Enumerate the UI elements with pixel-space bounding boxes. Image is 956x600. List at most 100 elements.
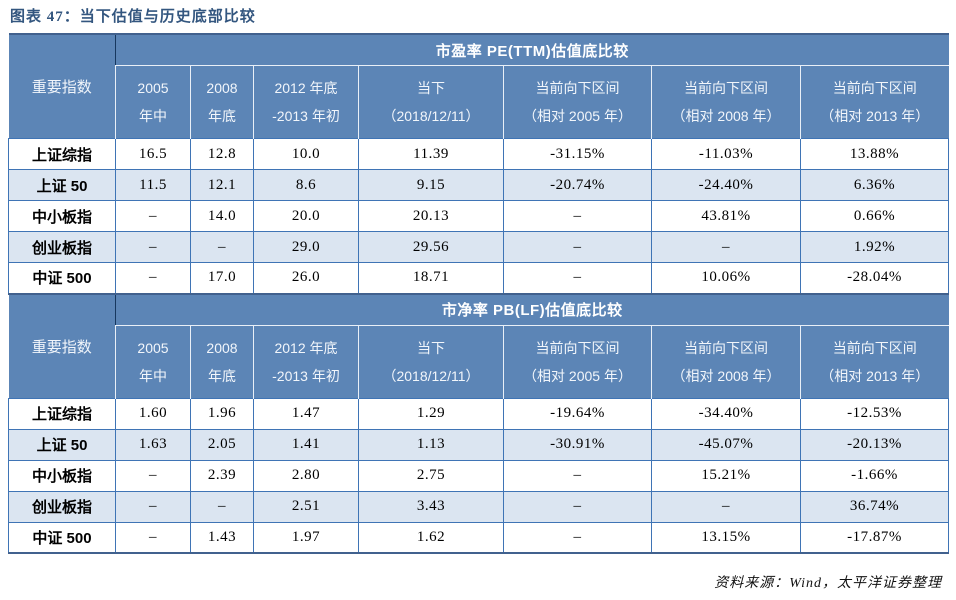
column-header-current: 当下 （2018/12/11）	[358, 65, 504, 139]
column-header-2005: 2005 年中	[115, 65, 191, 139]
row-label: 创业板指	[8, 231, 116, 263]
cell-downside-2013: 36.74%	[799, 490, 950, 523]
cell-2005: –	[115, 200, 191, 232]
pb-section: 重要指数 市净率 PB(LF)估值底比较 2005 年中 2008 年底 2012 …	[8, 292, 950, 554]
cell-2005: 1.60	[115, 397, 191, 430]
cell-2008: 12.8	[190, 138, 254, 170]
table-row: 中小板指 – 2.39 2.80 2.75 – 15.21% -1.66%	[8, 459, 950, 492]
row-label: 上证综指	[8, 397, 116, 430]
cell-downside-2005: –	[503, 521, 652, 554]
cell-current: 18.71	[358, 262, 504, 294]
row-label: 中小板指	[8, 200, 116, 232]
table-row: 上证综指 1.60 1.96 1.47 1.29 -19.64% -34.40%…	[8, 397, 950, 430]
cell-current: 9.15	[358, 169, 504, 201]
cell-current: 1.29	[358, 397, 504, 430]
cell-downside-2013: -20.13%	[799, 428, 950, 461]
cell-current: 20.13	[358, 200, 504, 232]
row-label: 中小板指	[8, 459, 116, 492]
cell-downside-2008: -34.40%	[651, 397, 801, 430]
cell-downside-2005: -30.91%	[503, 428, 652, 461]
cell-2005: –	[115, 490, 191, 523]
cell-downside-2005: –	[503, 262, 652, 294]
cell-downside-2008: 10.06%	[651, 262, 801, 294]
cell-downside-2008: 43.81%	[651, 200, 801, 232]
cell-downside-2013: -1.66%	[799, 459, 950, 492]
column-header-2008: 2008 年底	[190, 325, 254, 398]
cell-current: 3.43	[358, 490, 504, 523]
valuation-comparison-table: 重要指数 市盈率 PE(TTM)估值底比较 2005 年中 2008 年底 2012…	[8, 33, 950, 554]
table-row: 中证 500 – 17.0 26.0 18.71 – 10.06% -28.04…	[8, 262, 950, 294]
cell-2012: 8.6	[253, 169, 359, 201]
pe-section-title: 市盈率 PE(TTM)估值底比较	[114, 34, 949, 66]
pb-section-title: 市净率 PB(LF)估值底比较	[114, 292, 949, 326]
table-row: 创业板指 – – 2.51 3.43 – – 36.74%	[8, 490, 950, 523]
corner-header: 重要指数	[8, 292, 116, 398]
corner-header: 重要指数	[8, 34, 116, 139]
cell-2005: –	[115, 262, 191, 294]
pb-band-row: 重要指数 市净率 PB(LF)估值底比较	[8, 292, 949, 398]
figure-caption: 图表 47：当下估值与历史底部比较	[10, 9, 256, 25]
column-header-current: 当下 （2018/12/11）	[358, 325, 504, 398]
column-header-2005: 2005 年中	[115, 325, 191, 398]
cell-2012: 2.80	[253, 459, 359, 492]
table-row: 上证 50 1.63 2.05 1.41 1.13 -30.91% -45.07…	[8, 428, 950, 461]
column-header-2008: 2008 年底	[190, 65, 254, 139]
cell-downside-2013: 1.92%	[799, 231, 950, 263]
cell-downside-2013: -17.87%	[799, 521, 950, 554]
cell-2005: –	[115, 231, 191, 263]
row-label: 上证 50	[8, 428, 116, 461]
cell-current: 29.56	[358, 231, 504, 263]
row-label: 上证 50	[8, 169, 116, 201]
cell-2012: 29.0	[253, 231, 359, 263]
column-header-downside-2008: 当前向下区间 （相对 2008 年）	[651, 325, 801, 398]
cell-downside-2005: -20.74%	[503, 169, 652, 201]
cell-2012: 20.0	[253, 200, 359, 232]
cell-downside-2008: 15.21%	[651, 459, 801, 492]
cell-downside-2008: –	[651, 490, 801, 523]
cell-2008: 1.43	[190, 521, 254, 554]
cell-current: 1.62	[358, 521, 504, 554]
cell-2008: 2.39	[190, 459, 254, 492]
table-row: 中小板指 – 14.0 20.0 20.13 – 43.81% 0.66%	[8, 200, 950, 232]
cell-downside-2013: -28.04%	[799, 262, 950, 294]
cell-downside-2013: -12.53%	[799, 397, 950, 430]
cell-downside-2008: -11.03%	[651, 138, 801, 170]
cell-2005: 1.63	[115, 428, 191, 461]
cell-2012: 1.41	[253, 428, 359, 461]
cell-2005: 16.5	[115, 138, 191, 170]
cell-2005: –	[115, 521, 191, 554]
cell-downside-2005: –	[503, 200, 652, 232]
cell-downside-2005: –	[503, 231, 652, 263]
cell-2008: 2.05	[190, 428, 254, 461]
pe-band-row: 重要指数 市盈率 PE(TTM)估值底比较	[8, 34, 949, 139]
column-header-downside-2013: 当前向下区间 （相对 2013 年）	[799, 325, 949, 398]
cell-2012: 26.0	[253, 262, 359, 294]
pb-column-header-row: 2005 年中 2008 年底 2012 年底 -2013 年初 当下 （2018/12…	[9, 325, 949, 398]
table-row: 中证 500 – 1.43 1.97 1.62 – 13.15% -17.87%	[8, 521, 950, 554]
cell-downside-2005: –	[503, 490, 652, 523]
cell-downside-2005: -19.64%	[503, 397, 652, 430]
row-label: 创业板指	[8, 490, 116, 523]
cell-2008: 14.0	[190, 200, 254, 232]
cell-2008: –	[190, 490, 254, 523]
row-label: 中证 500	[8, 521, 116, 554]
column-header-downside-2013: 当前向下区间 （相对 2013 年）	[799, 65, 949, 139]
column-header-2012: 2012 年底 -2013 年初	[253, 65, 359, 139]
cell-2012: 1.97	[253, 521, 359, 554]
cell-downside-2008: -45.07%	[651, 428, 801, 461]
cell-2008: 12.1	[190, 169, 254, 201]
cell-downside-2013: 0.66%	[799, 200, 950, 232]
column-header-downside-2005: 当前向下区间 （相对 2005 年）	[503, 325, 652, 398]
row-label: 上证综指	[8, 138, 116, 170]
cell-2012: 1.47	[253, 397, 359, 430]
cell-downside-2005: -31.15%	[503, 138, 652, 170]
cell-2008: –	[190, 231, 254, 263]
column-header-downside-2005: 当前向下区间 （相对 2005 年）	[503, 65, 652, 139]
cell-downside-2013: 13.88%	[799, 138, 950, 170]
cell-downside-2008: -24.40%	[651, 169, 801, 201]
cell-current: 1.13	[358, 428, 504, 461]
cell-2008: 17.0	[190, 262, 254, 294]
column-header-2012: 2012 年底 -2013 年初	[253, 325, 359, 398]
cell-downside-2008: 13.15%	[651, 521, 801, 554]
